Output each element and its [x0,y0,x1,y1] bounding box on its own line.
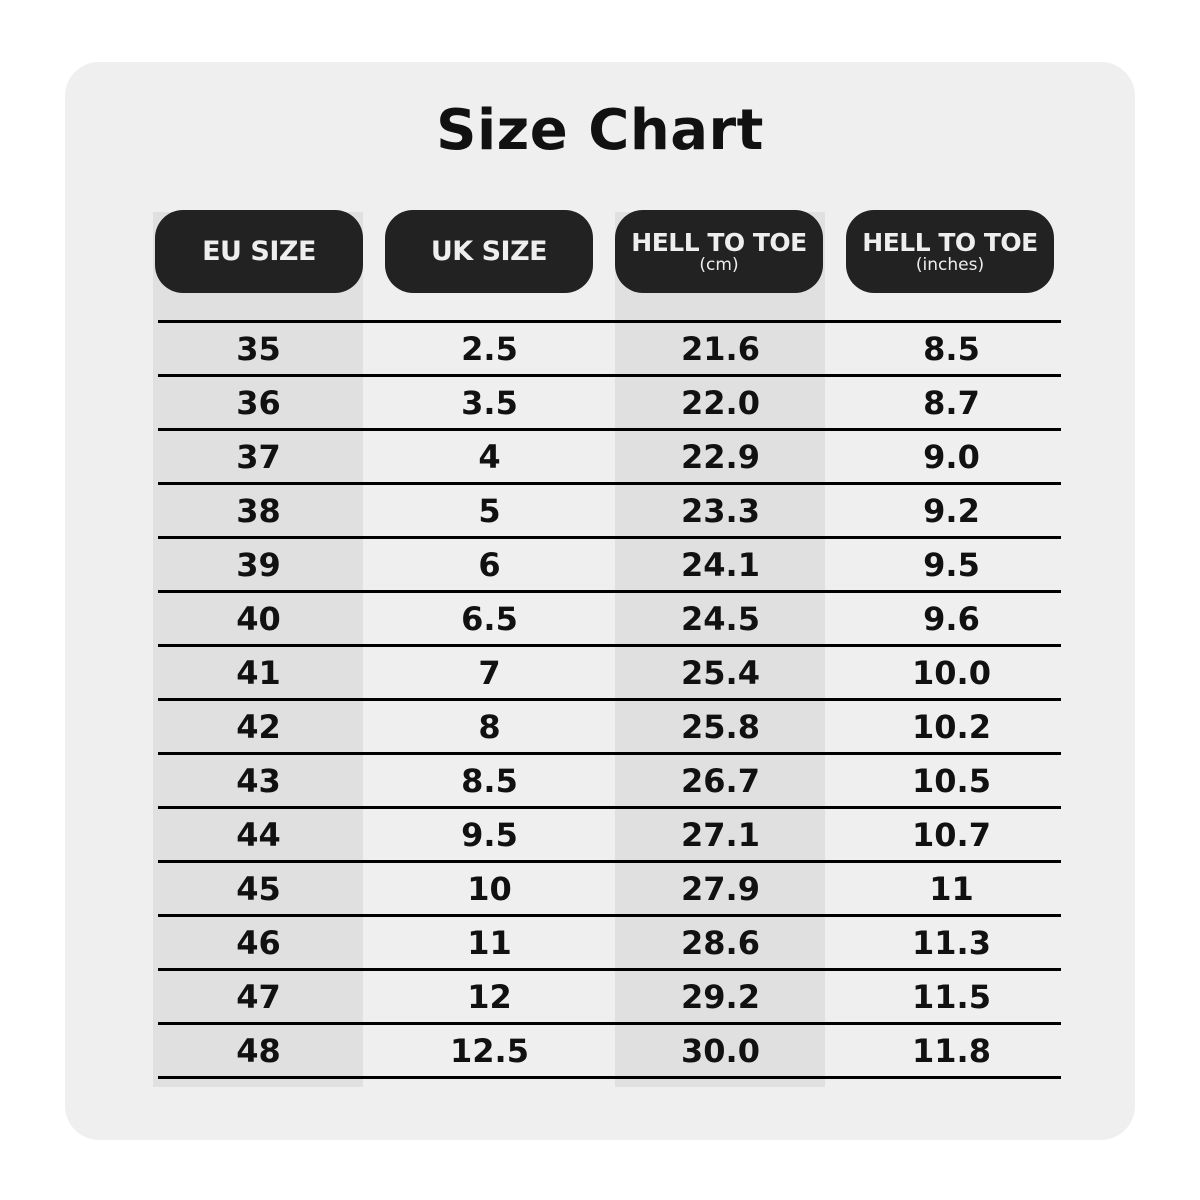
column-shade-cm [615,212,825,1087]
table-row: 46 11 28.6 11.3 [143,916,1067,970]
table-cell: 6.5 [461,600,518,638]
table-cell: 4 [478,438,501,476]
row-divider [158,698,1061,701]
row-divider [158,1022,1061,1025]
table-cell: 11.5 [912,978,991,1016]
table-cell: 12 [467,978,512,1016]
table-cell: 9.5 [923,546,980,584]
table-cell: 11 [929,870,974,908]
table-cell: 47 [236,978,281,1016]
table-cell: 41 [236,654,281,692]
table-row: 39 6 24.1 9.5 [143,538,1067,592]
table-cell: 29.2 [681,978,760,1016]
table-row: 45 10 27.9 11 [143,862,1067,916]
header-heel-to-toe-cm: HELL TO TOE (cm) [615,210,823,293]
table-cell: 11.3 [912,924,991,962]
table-cell: 27.9 [681,870,760,908]
table-cell: 40 [236,600,281,638]
row-divider [158,968,1061,971]
table-cell: 8.7 [923,384,980,422]
table-cell: 46 [236,924,281,962]
row-divider [158,644,1061,647]
table-cell: 11.8 [912,1032,991,1070]
table-cell: 6 [478,546,501,584]
table-row: 47 12 29.2 11.5 [143,970,1067,1024]
table-row: 36 3.5 22.0 8.7 [143,376,1067,430]
header-label: HELL TO TOE [862,227,1038,257]
table-cell: 30.0 [681,1032,760,1070]
table-cell: 2.5 [461,330,518,368]
table-cell: 42 [236,708,281,746]
table-cell: 48 [236,1032,281,1070]
row-divider [158,590,1061,593]
table-cell: 7 [478,654,501,692]
table-cell: 26.7 [681,762,760,800]
header-unit: (cm) [699,254,739,275]
table-cell: 10 [467,870,512,908]
table-cell: 12.5 [450,1032,529,1070]
table-cell: 21.6 [681,330,760,368]
row-divider [158,482,1061,485]
row-divider [158,428,1061,431]
row-divider [158,1076,1061,1079]
table-cell: 8.5 [923,330,980,368]
header-uk-size: UK SIZE [385,210,593,293]
table-cell: 24.1 [681,546,760,584]
row-divider [158,536,1061,539]
header-label: EU SIZE [202,236,316,267]
table-cell: 10.0 [912,654,991,692]
table-row: 44 9.5 27.1 10.7 [143,808,1067,862]
table-cell: 10.5 [912,762,991,800]
table-row: 40 6.5 24.5 9.6 [143,592,1067,646]
table-row: 42 8 25.8 10.2 [143,700,1067,754]
table-cell: 23.3 [681,492,760,530]
row-divider [158,860,1061,863]
table-row: 35 2.5 21.6 8.5 [143,322,1067,376]
table-row: 37 4 22.9 9.0 [143,430,1067,484]
row-divider [158,752,1061,755]
table-cell: 10.7 [912,816,991,854]
table-cell: 10.2 [912,708,991,746]
table-cell: 37 [236,438,281,476]
header-label: UK SIZE [430,236,548,267]
table-cell: 9.5 [461,816,518,854]
table-cell: 45 [236,870,281,908]
table-cell: 25.8 [681,708,760,746]
row-divider [158,914,1061,917]
table-row: 38 5 23.3 9.2 [143,484,1067,538]
row-divider [158,806,1061,809]
table-cell: 27.1 [681,816,760,854]
table-cell: 11 [467,924,512,962]
table-row: 43 8.5 26.7 10.5 [143,754,1067,808]
table-cell: 22.9 [681,438,760,476]
table-row: 48 12.5 30.0 11.8 [143,1024,1067,1078]
column-shade-eu [153,212,363,1087]
table-cell: 9.0 [923,438,980,476]
header-label: HELL TO TOE [631,227,807,257]
table-cell: 36 [236,384,281,422]
table-cell: 3.5 [461,384,518,422]
header-heel-to-toe-inches: HELL TO TOE (inches) [846,210,1054,293]
table-cell: 43 [236,762,281,800]
table-cell: 5 [478,492,501,530]
table-cell: 25.4 [681,654,760,692]
header-unit: (inches) [915,254,985,275]
table-cell: 35 [236,330,281,368]
table-cell: 8 [478,708,501,746]
table-cell: 9.2 [923,492,980,530]
table-cell: 39 [236,546,281,584]
table-cell: 24.5 [681,600,760,638]
page-title: Size Chart [436,98,764,163]
table-cell: 38 [236,492,281,530]
table-row: 41 7 25.4 10.0 [143,646,1067,700]
table-cell: 9.6 [923,600,980,638]
table-cell: 8.5 [461,762,518,800]
header-eu-size: EU SIZE [155,210,363,293]
table-cell: 44 [236,816,281,854]
row-divider [158,320,1061,323]
row-divider [158,374,1061,377]
table-cell: 28.6 [681,924,760,962]
table-cell: 22.0 [681,384,760,422]
